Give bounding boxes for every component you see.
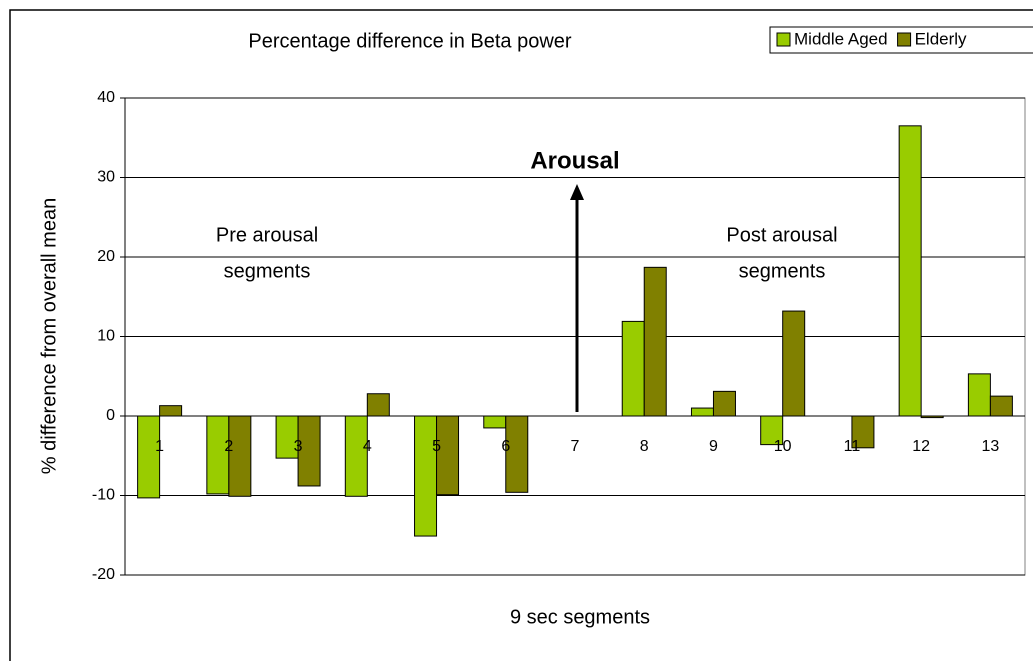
annotation: Post arousal <box>726 224 837 246</box>
bar <box>782 310 806 417</box>
bar <box>690 407 714 417</box>
y-tick-label: 20 <box>97 248 115 265</box>
x-tick-label: 10 <box>774 438 792 455</box>
bar <box>760 415 784 446</box>
x-tick-label: 6 <box>501 438 510 455</box>
x-tick-label: 4 <box>363 438 372 455</box>
bar <box>297 415 321 487</box>
x-tick-label: 5 <box>432 438 441 455</box>
x-tick-label: 3 <box>294 438 303 455</box>
x-tick-label: 12 <box>912 438 930 455</box>
annotation: segments <box>224 260 311 282</box>
x-tick-label: 13 <box>981 438 999 455</box>
legend-label: Middle Aged <box>794 29 888 48</box>
y-tick-label: 0 <box>106 407 115 424</box>
bar <box>344 415 368 497</box>
y-tick-label: 40 <box>97 89 115 106</box>
arousal-arrowhead <box>570 184 584 200</box>
bar <box>414 415 438 537</box>
x-axis-label: 9 sec segments <box>510 606 650 628</box>
x-tick-label: 1 <box>155 438 164 455</box>
chart-title: Percentage difference in Beta power <box>248 30 572 52</box>
bar <box>643 266 667 417</box>
annotation: Pre arousal <box>216 224 318 246</box>
legend: Middle Aged Elderly <box>769 26 1033 54</box>
bar <box>483 415 507 429</box>
bar <box>989 395 1013 417</box>
bar <box>621 320 645 417</box>
legend-swatch <box>897 32 912 47</box>
y-tick-label: -10 <box>92 487 115 504</box>
bar <box>505 415 529 493</box>
legend-label: Elderly <box>915 29 967 48</box>
bar <box>898 125 922 417</box>
x-tick-label: 8 <box>640 438 649 455</box>
x-tick-label: 9 <box>709 438 718 455</box>
x-tick-label: 2 <box>224 438 233 455</box>
y-axis-label: % difference from overall mean <box>38 198 60 474</box>
legend-swatch <box>776 32 791 47</box>
x-tick-label: 7 <box>571 438 580 455</box>
x-tick-label: 11 <box>844 438 861 455</box>
bar <box>228 415 252 497</box>
bar <box>712 390 736 417</box>
annotation: segments <box>739 260 826 282</box>
bar <box>436 415 460 496</box>
bar <box>159 405 183 417</box>
annotation: Arousal <box>530 147 619 174</box>
bar <box>137 415 161 499</box>
bar <box>366 393 390 417</box>
y-tick-label: 10 <box>97 328 115 345</box>
y-tick-label: 30 <box>97 169 115 186</box>
bar <box>920 415 944 419</box>
bar <box>851 415 875 449</box>
bar <box>967 373 991 417</box>
y-tick-label: -20 <box>92 566 115 583</box>
